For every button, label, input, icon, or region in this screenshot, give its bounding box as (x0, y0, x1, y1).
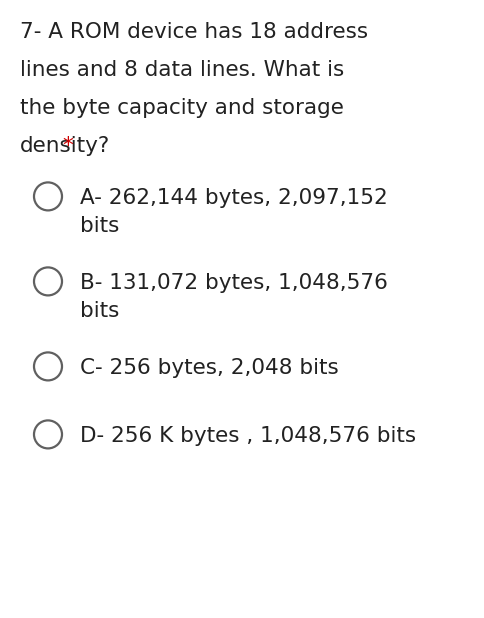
Circle shape (34, 352, 62, 381)
Text: *: * (62, 136, 73, 156)
Text: A- 262,144 bytes, 2,097,152: A- 262,144 bytes, 2,097,152 (80, 188, 387, 208)
Text: B- 131,072 bytes, 1,048,576: B- 131,072 bytes, 1,048,576 (80, 273, 387, 293)
Text: bits: bits (80, 216, 119, 236)
Circle shape (34, 268, 62, 295)
Text: lines and 8 data lines. What is: lines and 8 data lines. What is (20, 60, 344, 80)
Text: density?: density? (20, 136, 110, 156)
Text: the byte capacity and storage: the byte capacity and storage (20, 98, 343, 118)
Circle shape (34, 182, 62, 210)
Circle shape (34, 420, 62, 449)
Text: 7- A ROM device has 18 address: 7- A ROM device has 18 address (20, 22, 367, 42)
Text: bits: bits (80, 301, 119, 321)
Text: C- 256 bytes, 2,048 bits: C- 256 bytes, 2,048 bits (80, 358, 338, 378)
Text: D- 256 K bytes , 1,048,576 bits: D- 256 K bytes , 1,048,576 bits (80, 426, 415, 446)
